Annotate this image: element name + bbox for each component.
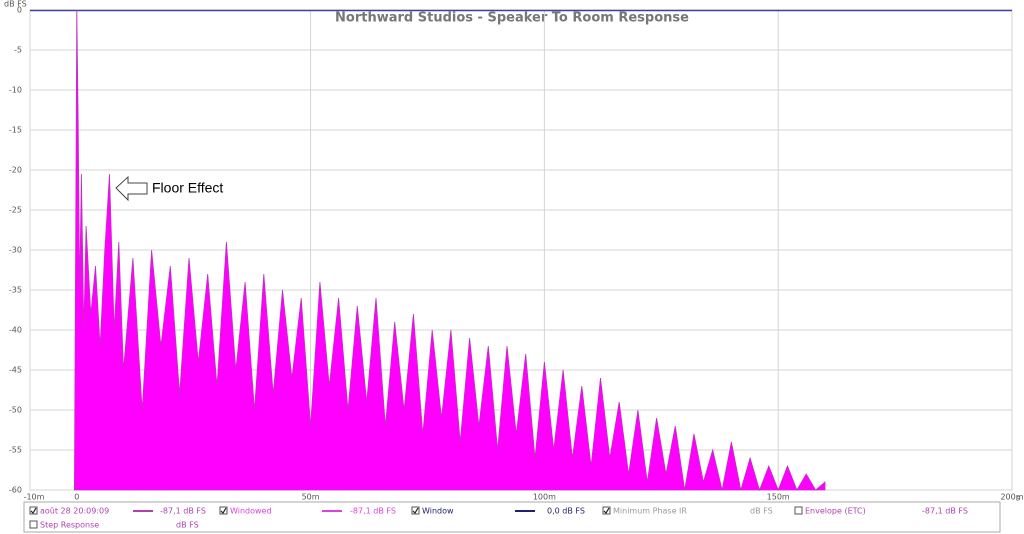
y-tick-label: -30	[9, 246, 22, 255]
legend-checkbox[interactable]	[29, 520, 38, 529]
legend-readout: -87,1 dB FS	[350, 507, 396, 516]
y-tick-label: -25	[9, 206, 22, 215]
legend-readout: -87,1 dB FS	[922, 507, 968, 516]
y-axis-label: dB FS	[4, 0, 27, 9]
legend-panel	[23, 501, 1001, 533]
legend-check	[220, 507, 227, 514]
legend-readout: dB FS	[750, 507, 773, 516]
annotation-arrow	[115, 175, 148, 202]
legend-checkbox[interactable]	[29, 506, 38, 515]
y-tick-label: -55	[9, 446, 22, 455]
y-tick-label: -5	[14, 46, 22, 55]
legend-label: Minimum Phase IR	[613, 507, 687, 516]
y-tick-label: -35	[9, 286, 22, 295]
legend-readout: 0,0 dB FS	[547, 507, 585, 516]
x-tick-label: 50m	[302, 493, 320, 502]
legend-label: Envelope (ETC)	[805, 507, 866, 516]
legend-readout: -87,1 dB FS	[160, 507, 206, 516]
legend-checkbox[interactable]	[411, 506, 420, 515]
x-tick-label: 150m	[767, 493, 790, 502]
y-tick-label: -20	[9, 166, 22, 175]
y-tick-label: 0	[17, 6, 22, 15]
legend-check	[412, 507, 419, 514]
legend-checkbox[interactable]	[794, 506, 803, 515]
x-unit-label: s	[1016, 494, 1020, 503]
impulse-area	[73, 9, 826, 492]
legend-label: août 28 20:09:09	[40, 507, 109, 516]
y-tick-label: -60	[9, 486, 22, 495]
x-tick-label: -10m	[24, 493, 45, 502]
y-tick-label: -45	[9, 366, 22, 375]
legend-label: Windowed	[230, 507, 272, 516]
y-tick-label: -15	[9, 126, 22, 135]
y-tick-label: -10	[9, 86, 22, 95]
legend-label: Step Response	[40, 521, 99, 530]
legend-readout: dB FS	[176, 521, 199, 530]
legend-checkbox[interactable]	[602, 506, 611, 515]
legend-checkbox[interactable]	[219, 506, 228, 515]
legend-label: Window	[422, 507, 454, 516]
x-tick-label: 100m	[533, 493, 556, 502]
legend-check	[30, 507, 37, 514]
x-tick-label: 0	[74, 493, 79, 502]
x-tick-label: 200m	[1000, 493, 1023, 502]
chart-title: Northward Studios - Speaker To Room Resp…	[335, 11, 689, 26]
legend-check	[603, 507, 610, 514]
y-tick-label: -40	[9, 326, 22, 335]
y-tick-label: -50	[9, 406, 22, 415]
annotation: Floor Effect	[152, 180, 223, 196]
